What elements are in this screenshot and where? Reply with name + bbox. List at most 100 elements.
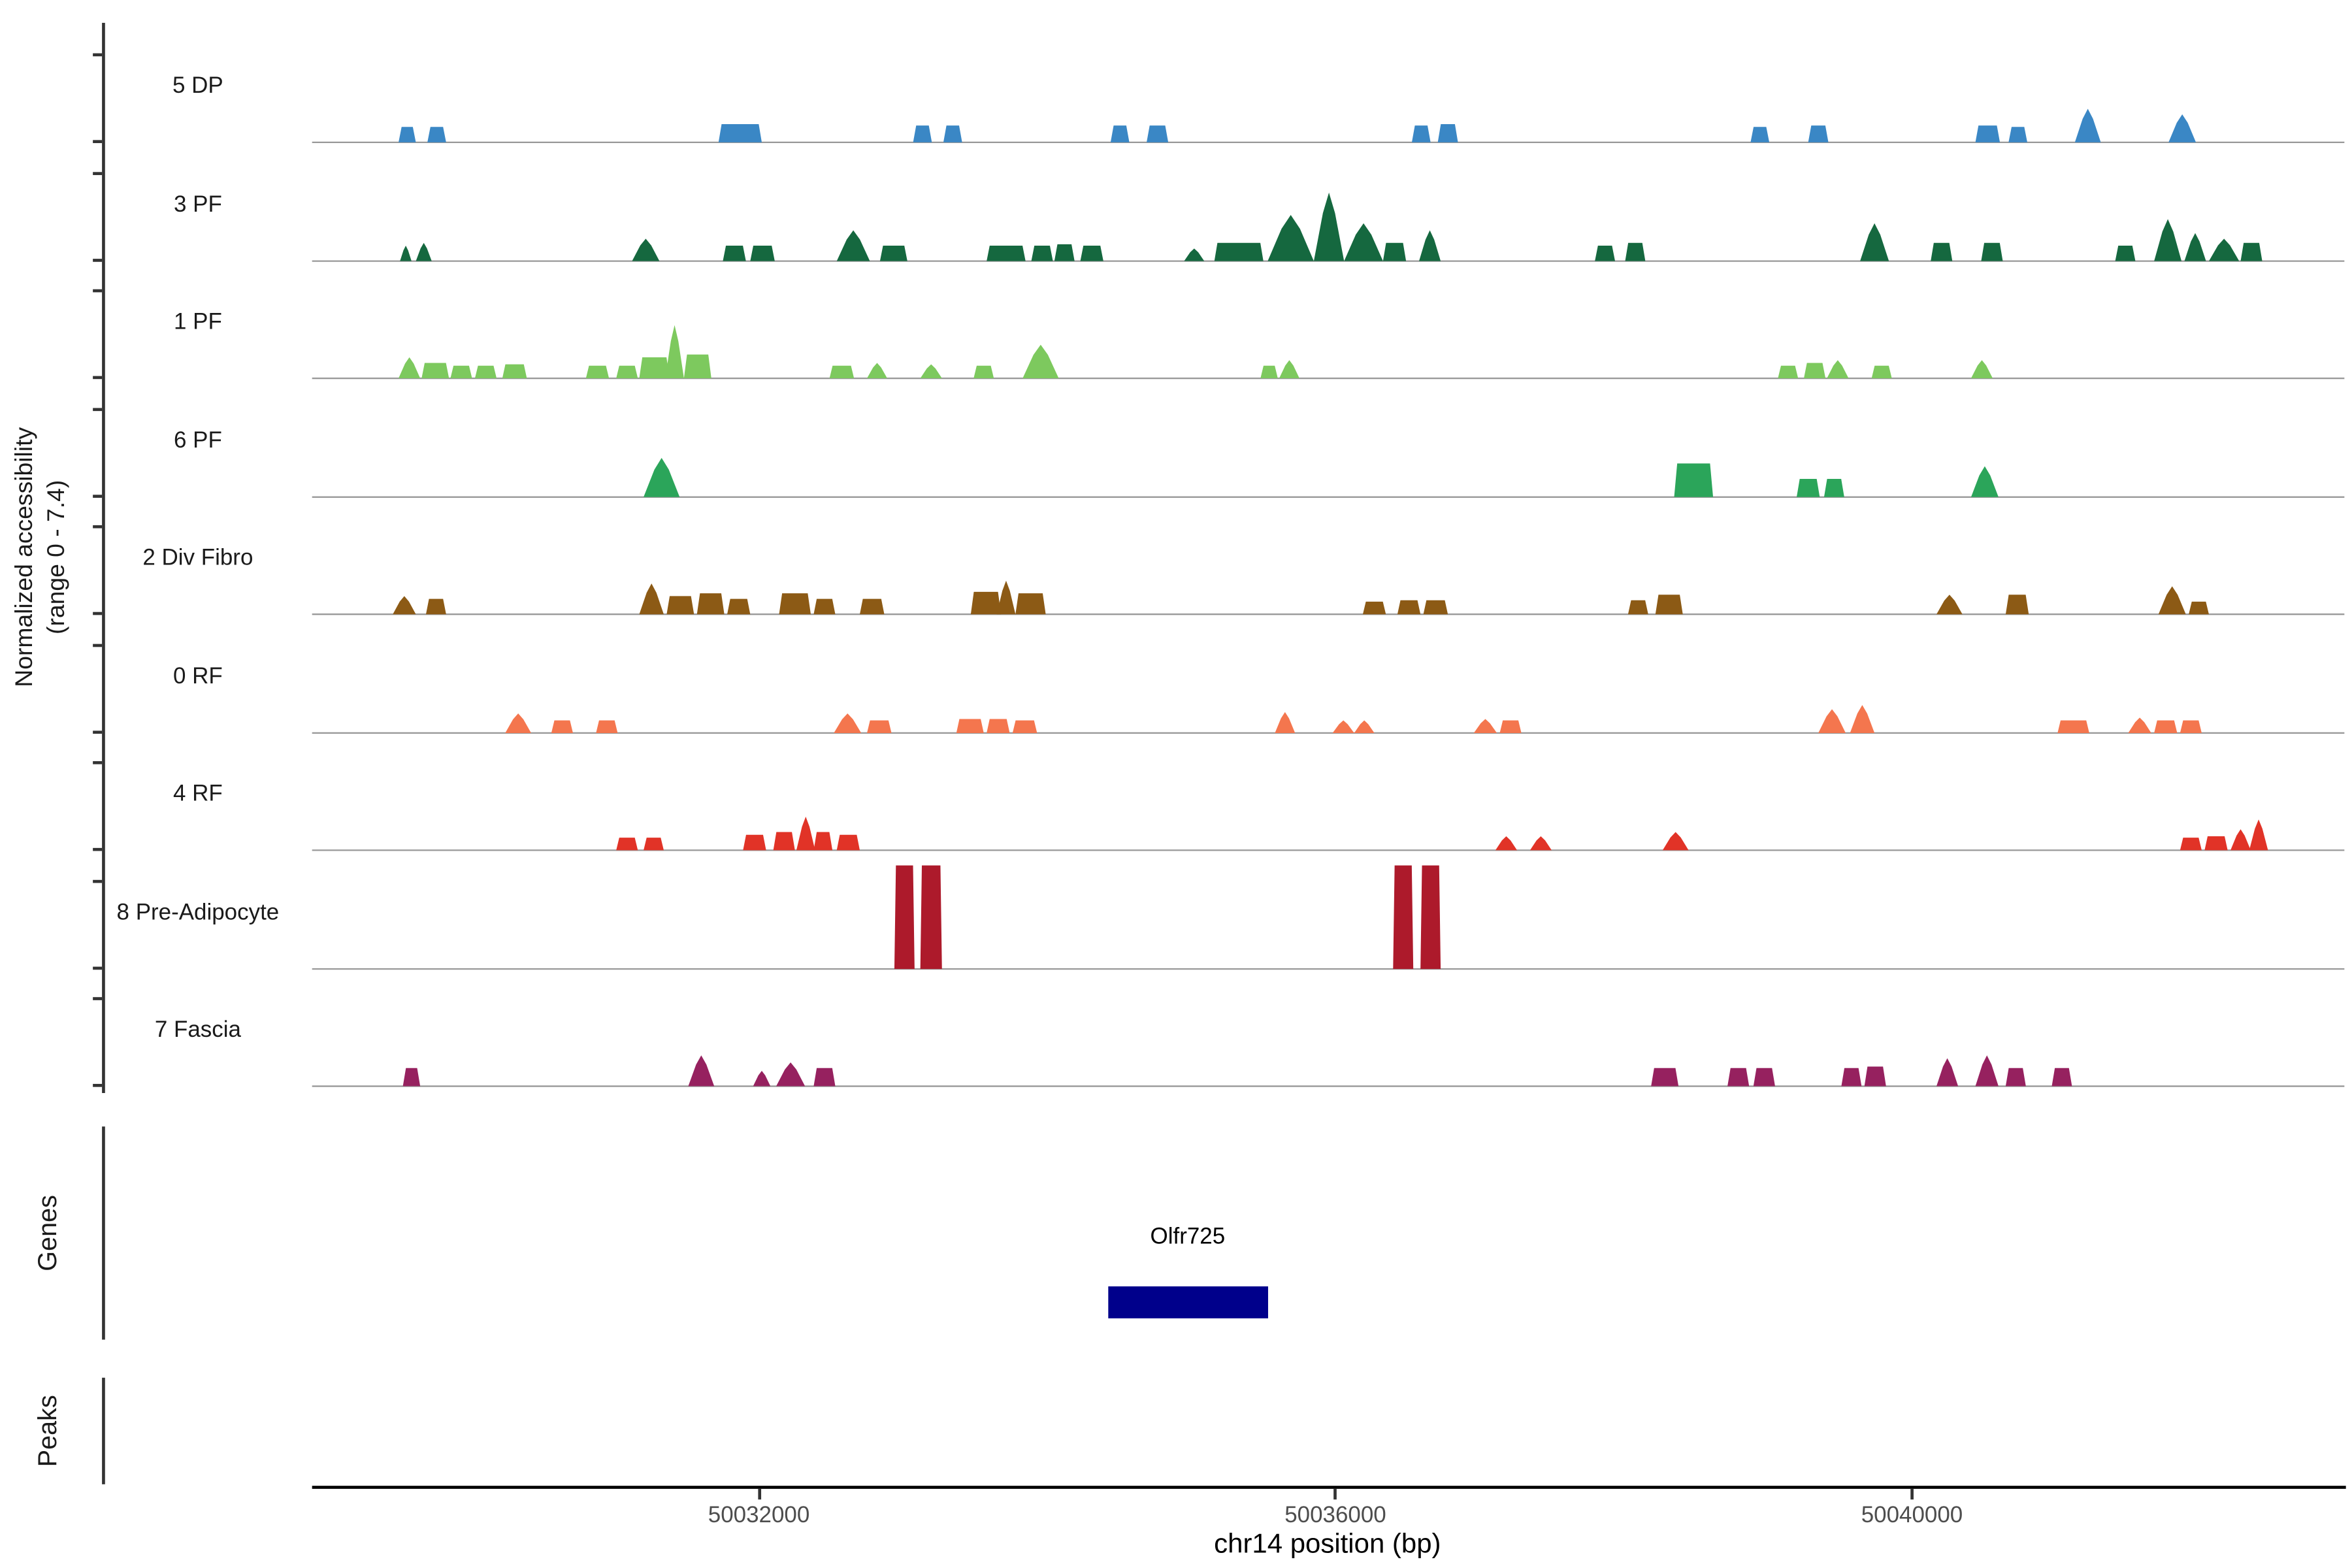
accessibility-peak bbox=[1860, 223, 1889, 261]
genes-section-label: Genes bbox=[33, 1195, 63, 1271]
accessibility-peak bbox=[1499, 720, 1522, 733]
accessibility-peak bbox=[1936, 595, 1963, 615]
accessibility-peak bbox=[943, 125, 962, 142]
accessibility-peak bbox=[2074, 108, 2101, 142]
y-axis-tick bbox=[93, 172, 103, 175]
accessibility-peak bbox=[1313, 192, 1345, 261]
accessibility-peak bbox=[644, 838, 664, 851]
accessibility-peak bbox=[1655, 595, 1683, 615]
accessibility-peak bbox=[400, 246, 412, 261]
accessibility-peak bbox=[867, 363, 887, 379]
accessibility-peak bbox=[1012, 720, 1037, 733]
accessibility-peak bbox=[2158, 586, 2186, 615]
accessibility-peak bbox=[1625, 242, 1646, 261]
accessibility-peak bbox=[2057, 720, 2089, 733]
y-axis-tick bbox=[93, 376, 103, 379]
accessibility-peak bbox=[956, 719, 984, 733]
y-axis-tick bbox=[93, 997, 103, 1000]
accessibility-peak bbox=[1420, 865, 1441, 970]
accessibility-peak bbox=[1595, 246, 1616, 261]
accessibility-peak bbox=[1393, 865, 1414, 970]
accessibility-peak bbox=[796, 816, 815, 851]
accessibility-peak bbox=[1110, 125, 1130, 142]
accessibility-peak bbox=[987, 246, 1026, 261]
accessibility-peak bbox=[393, 596, 416, 615]
y-axis-tick bbox=[93, 966, 103, 970]
accessibility-peak bbox=[727, 598, 751, 615]
accessibility-peak bbox=[1727, 1068, 1750, 1086]
track-signal-5-dp bbox=[312, 108, 2345, 144]
x-tick-label: 50036000 bbox=[1284, 1502, 1386, 1529]
accessibility-peak bbox=[1344, 223, 1383, 261]
y-axis-tick bbox=[93, 612, 103, 615]
accessibility-peak bbox=[750, 246, 775, 261]
accessibility-peak bbox=[1804, 363, 1826, 379]
accessibility-peak bbox=[2005, 1068, 2026, 1086]
x-tick-mark bbox=[757, 1488, 760, 1500]
y-axis-tick bbox=[93, 644, 103, 647]
accessibility-peak bbox=[1214, 242, 1264, 261]
track-label-3-pf: 3 PF bbox=[173, 191, 222, 218]
y-axis-tick bbox=[93, 408, 103, 411]
accessibility-peak bbox=[421, 363, 449, 379]
track-signal-7-fascia bbox=[312, 1055, 2345, 1087]
x-axis-line bbox=[312, 1486, 2346, 1489]
accessibility-peak bbox=[1080, 246, 1103, 261]
accessibility-peak bbox=[1750, 127, 1770, 142]
accessibility-peak bbox=[1975, 1055, 1999, 1086]
accessibility-peak bbox=[1423, 600, 1448, 615]
y-axis-title: Normalized accessibility (range 0 - 7.4) bbox=[9, 253, 76, 862]
accessibility-peak bbox=[644, 457, 680, 497]
accessibility-peak bbox=[1147, 125, 1169, 142]
accessibility-peak bbox=[1382, 242, 1407, 261]
accessibility-peak bbox=[616, 365, 638, 379]
track-signal-8-pre-adipocyte bbox=[312, 865, 2345, 970]
accessibility-peak bbox=[987, 719, 1010, 733]
accessibility-peak bbox=[2189, 601, 2209, 615]
accessibility-peak bbox=[427, 127, 446, 142]
accessibility-peak bbox=[1397, 600, 1421, 615]
accessibility-peak bbox=[1054, 244, 1075, 261]
y-axis-tick bbox=[93, 761, 103, 764]
peaks-axis-line bbox=[102, 1377, 105, 1484]
accessibility-peak bbox=[1797, 478, 1820, 497]
accessibility-peak bbox=[1473, 719, 1497, 733]
accessibility-peak bbox=[2168, 114, 2197, 142]
accessibility-peak bbox=[696, 593, 725, 615]
peaks-section-label: Peaks bbox=[33, 1395, 63, 1467]
accessibility-peak bbox=[639, 357, 670, 379]
x-tick-label: 50040000 bbox=[1861, 1502, 1963, 1529]
accessibility-peak bbox=[1662, 832, 1689, 851]
accessibility-peak bbox=[1022, 344, 1059, 379]
accessibility-peak bbox=[2249, 819, 2268, 851]
accessibility-peak bbox=[502, 364, 527, 379]
accessibility-peak bbox=[1015, 593, 1046, 615]
x-tick-mark bbox=[1333, 1488, 1337, 1500]
accessibility-peak bbox=[688, 1055, 715, 1086]
accessibility-peak bbox=[1827, 360, 1849, 379]
y-axis-tick bbox=[93, 140, 103, 143]
gene-body-rect bbox=[1107, 1286, 1268, 1318]
accessibility-peak bbox=[2008, 127, 2027, 142]
y-axis-tick bbox=[93, 730, 103, 734]
track-signal-4-rf bbox=[312, 816, 2345, 851]
accessibility-peak bbox=[834, 713, 862, 733]
accessibility-peak bbox=[813, 598, 836, 615]
accessibility-peak bbox=[2180, 838, 2202, 851]
accessibility-peak bbox=[1981, 242, 2003, 261]
accessibility-peak bbox=[505, 713, 532, 733]
accessibility-peak bbox=[616, 838, 638, 851]
accessibility-peak bbox=[632, 238, 660, 261]
accessibility-peak bbox=[1332, 720, 1354, 733]
accessibility-peak bbox=[1970, 466, 1999, 497]
accessibility-peak bbox=[1808, 125, 1829, 142]
accessibility-peak bbox=[920, 364, 942, 379]
accessibility-peak bbox=[1936, 1058, 1959, 1086]
y-axis-tick bbox=[93, 289, 103, 292]
accessibility-peak bbox=[813, 1068, 836, 1086]
accessibility-peak bbox=[416, 242, 432, 261]
accessibility-peak bbox=[779, 593, 811, 615]
accessibility-peak bbox=[474, 365, 497, 379]
accessibility-peak bbox=[1841, 1068, 1862, 1086]
accessibility-peak bbox=[1437, 124, 1458, 142]
